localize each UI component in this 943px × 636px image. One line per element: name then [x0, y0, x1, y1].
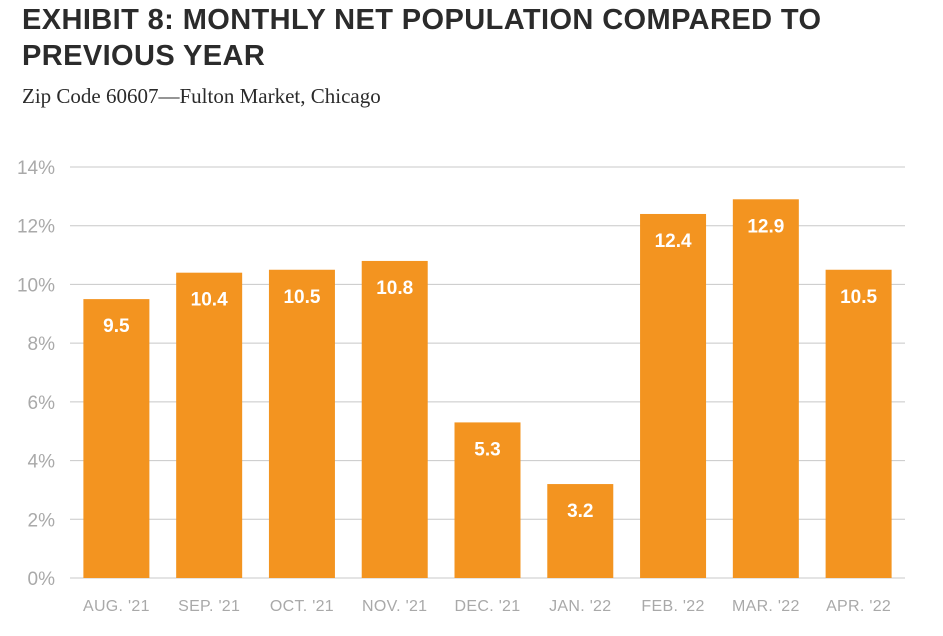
x-tick-label: JAN. '22	[549, 598, 611, 615]
x-tick-label: FEB. '22	[641, 598, 704, 615]
data-label: 5.3	[474, 439, 500, 460]
data-label: 10.5	[283, 287, 320, 308]
chart-title: EXHIBIT 8: MONTHLY NET POPULATION COMPAR…	[22, 4, 822, 72]
bar	[268, 269, 335, 578]
data-label: 3.2	[567, 501, 593, 522]
data-labels: 9.5 10.4 10.5 10.8 5.3 3.2 12.4 12.9 10.5	[103, 216, 877, 522]
y-tick-label: 8%	[28, 334, 56, 355]
y-tick-label: 4%	[28, 452, 56, 473]
y-tick-label: 12%	[17, 217, 55, 238]
y-tick-label: 6%	[28, 393, 56, 414]
x-tick-label: NOV. '21	[362, 598, 427, 615]
data-label: 9.5	[103, 316, 130, 337]
data-label: 10.5	[840, 287, 877, 308]
bar	[640, 213, 707, 578]
y-tick-label: 0%	[28, 569, 56, 590]
bar	[454, 422, 521, 578]
chart-subtitle: Zip Code 60607—Fulton Market, Chicago	[22, 84, 381, 108]
bar	[825, 269, 892, 578]
bars	[83, 199, 892, 579]
y-tick-label: 2%	[28, 510, 56, 531]
bar	[83, 299, 150, 578]
data-label: 12.4	[655, 231, 692, 252]
y-tick-label: 10%	[17, 275, 55, 296]
x-tick-label: APR. '22	[826, 598, 891, 615]
data-label: 10.8	[376, 278, 413, 299]
bar	[547, 484, 614, 578]
x-tick-label: AUG. '21	[83, 598, 150, 615]
x-axis-labels: AUG. '21 SEP. '21 OCT. '21 NOV. '21 DEC. '21…	[83, 598, 891, 615]
y-axis-ticks: 0% 2% 4% 6% 8% 10% 12% 14%	[17, 158, 55, 590]
x-tick-label: MAR. '22	[732, 598, 800, 615]
data-label: 12.9	[747, 216, 784, 237]
y-tick-label: 14%	[17, 158, 55, 179]
x-tick-label: OCT. '21	[270, 598, 334, 615]
data-label: 10.4	[191, 290, 228, 311]
bar	[361, 260, 428, 578]
bar	[176, 272, 243, 578]
bar	[732, 199, 799, 579]
x-tick-label: SEP. '21	[178, 598, 240, 615]
x-tick-label: DEC. '21	[455, 598, 521, 615]
